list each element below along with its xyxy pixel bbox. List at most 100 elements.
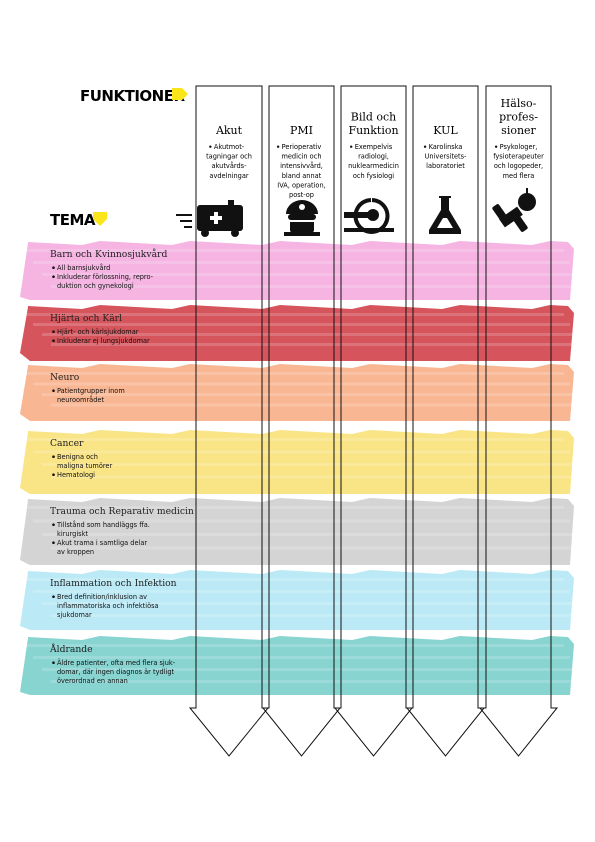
brush-stroke <box>42 602 576 605</box>
theme-bullet-line: Patientgrupper inom <box>57 387 125 395</box>
funktioner-marker <box>172 88 188 100</box>
theme-bullet-line: inflammatoriska och infektiösa <box>57 602 159 610</box>
column-bullet-line: bland annat <box>282 172 322 180</box>
bullet-dot <box>350 145 353 148</box>
column-bullet-line: akutvårds- <box>212 161 248 170</box>
brush-stroke <box>51 475 582 479</box>
flask-icon <box>429 196 461 234</box>
column-title: Bild och <box>351 111 397 124</box>
brush-stroke <box>24 438 564 441</box>
brush-stroke <box>51 546 582 550</box>
column-bullet-line: tagningar och <box>206 153 252 161</box>
bullet-dot <box>52 473 55 477</box>
bullet-dot <box>276 145 280 148</box>
theme-bullet-line: Inkluderar ej lungsjukdomar <box>57 337 150 345</box>
bullet-dot <box>209 145 212 148</box>
column-arrow <box>333 85 414 757</box>
brush-stroke <box>24 372 564 375</box>
column-bullet-line: och logopeder, <box>494 162 543 170</box>
theme-bullet-line: Bred definition/inklusion av <box>57 593 147 601</box>
column-bullet-line: medicin och <box>281 153 321 161</box>
theme-bullet-line: domar, där ingen diagnos är tydligt <box>57 668 175 676</box>
bullet-dot <box>52 389 55 393</box>
theme-bullet-line: kirurgiskt <box>57 530 88 538</box>
column-title: KUL <box>433 124 458 137</box>
theme-title: Hjärta och Kärl <box>50 313 122 324</box>
theme-title: Åldrande <box>49 643 93 655</box>
brush-stroke <box>33 382 570 386</box>
theme-title: Neuro <box>50 372 80 383</box>
theme-bullet-line: Hjärt- och kärlsjukdomar <box>57 328 139 336</box>
icons <box>176 188 536 237</box>
bullet-dot <box>52 523 55 526</box>
column-bullet-line: och fysiologi <box>353 172 394 180</box>
theme-band <box>20 364 574 421</box>
column-title: sioner <box>501 124 536 137</box>
column-bullet-line: radiologi, <box>358 153 389 161</box>
column-bullet-line: Universitets- <box>425 153 467 161</box>
column-bullet-line: med flera <box>503 172 535 180</box>
column-bullet-line: fysioterapeuter <box>493 153 544 161</box>
brush-stroke <box>51 614 582 617</box>
brush-stroke <box>33 450 570 454</box>
theme-band <box>20 241 574 300</box>
brush-stroke <box>51 680 582 683</box>
brush-stroke <box>42 393 576 396</box>
brush-stroke <box>42 333 576 336</box>
bullet-dot <box>52 595 55 598</box>
brush-stroke <box>24 313 564 316</box>
brush-stroke <box>24 249 564 252</box>
brush-stroke <box>24 578 564 581</box>
column-arrow <box>478 85 559 757</box>
theme-bullet-line: sjukdomar <box>57 611 92 619</box>
funktioner-heading: FUNKTIONER <box>80 87 185 105</box>
theme-title: Inflammation och Infektion <box>50 578 177 589</box>
column-bullet-line: Karolinska <box>429 143 463 151</box>
column-bullet-line: nuklearmedicin <box>348 162 399 170</box>
column-title: Akut <box>215 124 243 137</box>
brush-stroke <box>51 285 582 288</box>
brush-stroke <box>42 668 576 671</box>
theme-bullet-line: överordnad en annan <box>57 677 128 685</box>
column-bullet-line: Akutmot- <box>214 143 245 151</box>
brush-stroke <box>33 519 570 523</box>
theme-title: Trauma och Reparativ medicin <box>50 506 194 517</box>
theme-bullet-line: Akut trama i samtliga delar <box>57 539 147 547</box>
theme-band <box>20 305 574 361</box>
theme-band <box>20 430 574 494</box>
theme-bullet-line: Inkluderar förlossning, repro- <box>57 273 154 281</box>
column-arrow <box>261 85 342 757</box>
column-bullet-line: avdelningar <box>209 172 248 180</box>
surgeon-icon <box>284 200 320 236</box>
theme-title: Barn och Kvinnosjukvård <box>50 248 167 260</box>
theme-bullet-line: av kroppen <box>57 548 94 556</box>
column-bullet-line: Perioperativ <box>282 143 322 151</box>
theme-bullet-line: Benigna och <box>57 453 98 461</box>
brush-stroke <box>51 403 582 407</box>
column-bullet-line: intensivvård, <box>280 161 323 170</box>
brush-stroke <box>33 261 570 264</box>
theme-band <box>20 498 574 565</box>
bullet-dot <box>52 455 55 459</box>
bullet-dot <box>52 266 55 270</box>
column-arrow <box>188 85 270 757</box>
column-bullet-line: IVA, operation, <box>277 181 326 189</box>
imaging-icon <box>344 198 394 234</box>
column-bullet-line: Psykologer, <box>500 143 538 151</box>
theme-band <box>20 636 574 695</box>
column-title: Funktion <box>348 124 398 137</box>
bullet-dot <box>52 661 55 664</box>
bullet-dot <box>52 330 55 334</box>
theme-bullet-line: Hematologi <box>57 471 95 479</box>
brush-stroke <box>42 273 576 276</box>
theme-bullet-line: All barnsjukvård <box>57 263 110 272</box>
theme-band <box>20 570 574 630</box>
brush-stroke <box>42 533 576 536</box>
theme-bullet-line: neuroområdet <box>57 395 104 404</box>
theme-bullet-line: Äldre patienter, ofta med flera sjuk- <box>57 658 176 667</box>
brush-stroke <box>42 463 576 466</box>
